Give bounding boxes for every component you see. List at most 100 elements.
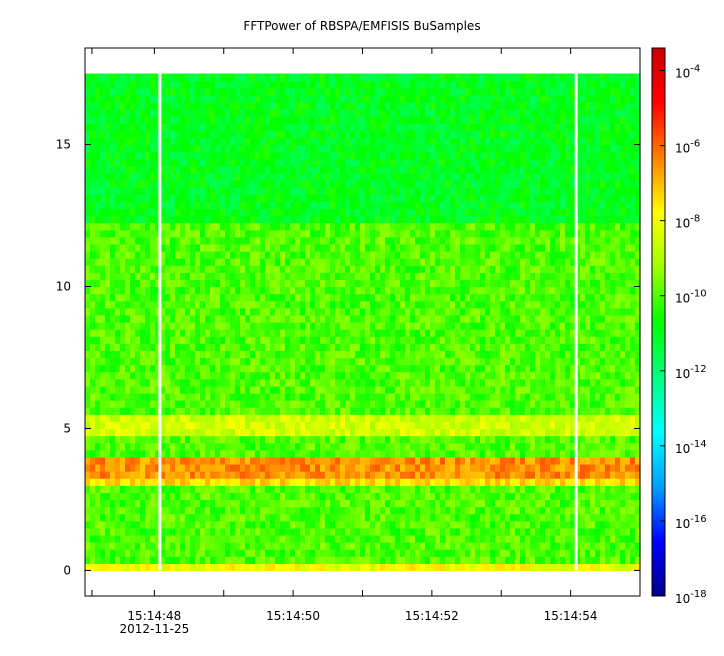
spectrogram-cell bbox=[300, 243, 306, 252]
spectrogram-cell bbox=[170, 329, 176, 337]
spectrogram-cell bbox=[290, 286, 296, 295]
spectrogram-cell bbox=[120, 421, 126, 430]
spectrogram-cell bbox=[165, 364, 171, 373]
spectrogram-cell bbox=[220, 293, 226, 302]
spectrogram-cell bbox=[295, 421, 301, 430]
spectrogram-cell bbox=[280, 258, 286, 266]
spectrogram-cell bbox=[255, 307, 261, 316]
spectrogram-cell bbox=[285, 293, 291, 302]
spectrogram-cell bbox=[175, 371, 181, 380]
spectrogram-cell bbox=[160, 87, 166, 96]
spectrogram-cell bbox=[140, 80, 146, 89]
spectrogram-cell bbox=[280, 549, 286, 557]
spectrogram-cell bbox=[435, 94, 441, 103]
spectrogram-cell bbox=[395, 158, 401, 167]
spectrogram-cell bbox=[110, 534, 116, 543]
spectrogram-cell bbox=[210, 364, 216, 373]
spectrogram-cell bbox=[405, 556, 411, 564]
spectrogram-cell bbox=[360, 165, 366, 174]
spectrogram-cell bbox=[240, 116, 246, 124]
spectrogram-cell bbox=[180, 94, 186, 103]
spectrogram-cell bbox=[375, 499, 381, 508]
spectrogram-cell bbox=[170, 187, 176, 195]
spectrogram-cell bbox=[300, 101, 306, 110]
spectrogram-cell bbox=[135, 442, 141, 451]
spectrogram-cell bbox=[375, 556, 381, 564]
spectrogram-cell bbox=[415, 300, 421, 309]
spectrogram-cell bbox=[390, 229, 396, 238]
spectrogram-cell bbox=[435, 392, 441, 401]
spectrogram-cell bbox=[225, 442, 231, 451]
spectrogram-cell bbox=[405, 449, 411, 458]
spectrogram-cell bbox=[90, 144, 96, 153]
spectrogram-cell bbox=[310, 556, 316, 564]
spectrogram-cell bbox=[255, 378, 261, 387]
spectrogram-cell bbox=[345, 556, 351, 564]
spectrogram-cell bbox=[405, 485, 411, 493]
spectrogram-cell bbox=[250, 251, 256, 259]
spectrogram-cell bbox=[395, 201, 401, 210]
spectrogram-cell bbox=[280, 322, 286, 330]
spectrogram-cell bbox=[220, 371, 226, 380]
spectrogram-cell bbox=[400, 400, 406, 408]
spectrogram-cell bbox=[305, 293, 311, 302]
spectrogram-cell bbox=[120, 187, 126, 195]
spectrogram-cell bbox=[355, 73, 361, 82]
spectrogram-cell bbox=[85, 442, 91, 451]
spectrogram-cell bbox=[415, 272, 421, 281]
spectrogram-cell bbox=[140, 449, 146, 458]
spectrogram-cell bbox=[120, 371, 126, 380]
spectrogram-cell bbox=[435, 442, 441, 451]
spectrogram-cell bbox=[345, 293, 351, 302]
spectrogram-cell bbox=[415, 549, 421, 557]
spectrogram-cell bbox=[365, 378, 371, 387]
spectrogram-cell bbox=[370, 336, 376, 344]
spectrogram-cell bbox=[205, 187, 211, 195]
spectrogram-cell bbox=[365, 456, 371, 465]
spectrogram-cell bbox=[250, 527, 256, 536]
spectrogram-cell bbox=[275, 130, 281, 139]
spectrogram-cell bbox=[155, 364, 161, 373]
spectrogram-cell bbox=[310, 279, 316, 288]
spectrogram-cell bbox=[90, 243, 96, 252]
spectrogram-cell bbox=[155, 392, 161, 401]
spectrogram-cell bbox=[355, 123, 361, 131]
spectrogram-cell bbox=[345, 137, 351, 146]
spectrogram-cell bbox=[115, 116, 121, 124]
spectrogram-cell bbox=[155, 293, 161, 302]
spectrogram-cell bbox=[365, 265, 371, 273]
spectrogram-cell bbox=[240, 506, 246, 515]
spectrogram-cell bbox=[310, 471, 316, 479]
spectrogram-cell bbox=[160, 80, 166, 89]
spectrogram-cell bbox=[415, 222, 421, 231]
spectrogram-cell bbox=[370, 165, 376, 174]
spectrogram-cell bbox=[435, 123, 441, 131]
spectrogram-cell bbox=[115, 123, 121, 131]
spectrogram-cell bbox=[210, 314, 216, 323]
spectrogram-cell bbox=[100, 258, 106, 266]
spectrogram-cell bbox=[415, 165, 421, 174]
spectrogram-cell bbox=[130, 300, 136, 309]
spectrogram-cell bbox=[150, 258, 156, 266]
spectrogram-cell bbox=[165, 485, 171, 493]
spectrogram-cell bbox=[275, 215, 281, 224]
spectrogram-cell bbox=[435, 378, 441, 387]
spectrogram-cell bbox=[235, 414, 241, 422]
spectrogram-cell bbox=[360, 463, 366, 472]
spectrogram-cell bbox=[200, 542, 206, 550]
spectrogram-cell bbox=[415, 556, 421, 564]
spectrogram-cell bbox=[150, 130, 156, 139]
spectrogram-cell bbox=[270, 371, 276, 380]
spectrogram-cell bbox=[90, 428, 96, 437]
spectrogram-cell bbox=[115, 80, 121, 89]
spectrogram-cell bbox=[205, 300, 211, 309]
spectrogram-cell bbox=[270, 187, 276, 195]
spectrogram-cell bbox=[390, 357, 396, 366]
spectrogram-cell bbox=[165, 229, 171, 238]
spectrogram-cell bbox=[435, 229, 441, 238]
spectrogram-cell bbox=[380, 158, 386, 167]
spectrogram-cell bbox=[365, 492, 371, 501]
spectrogram-cell bbox=[420, 87, 426, 96]
spectrogram-cell bbox=[230, 435, 236, 444]
spectrogram-cell bbox=[245, 357, 251, 366]
